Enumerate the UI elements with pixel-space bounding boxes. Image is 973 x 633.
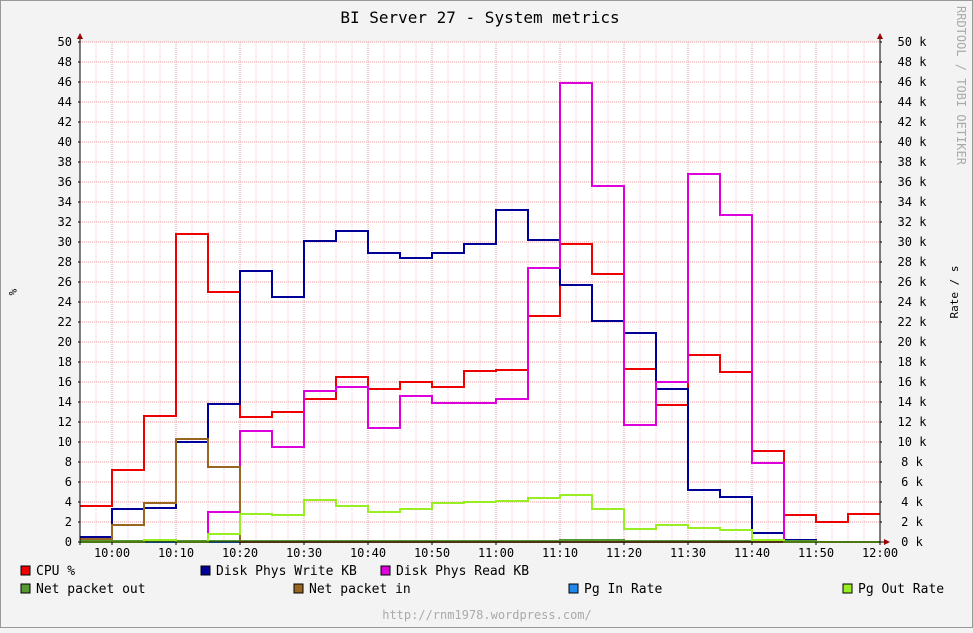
y-tick-label-left: 44 xyxy=(58,95,72,109)
y-tick-label-right: 44 k xyxy=(898,95,928,109)
legend-label-pg-out-rate: Pg Out Rate xyxy=(858,582,944,597)
legend-label-disk-phys-read-kb: Disk Phys Read KB xyxy=(396,564,529,579)
y-tick-label-left: 46 xyxy=(58,75,72,89)
y-tick-label-right: 0 k xyxy=(901,535,923,549)
y-tick-label-right: 38 k xyxy=(898,155,928,169)
y-tick-label-right: 24 k xyxy=(898,295,928,309)
y-tick-label-left: 10 xyxy=(58,435,72,449)
rrdtool-watermark: RRDTOOL / TOBI OETIKER xyxy=(954,6,968,166)
y-tick-label-right: 50 k xyxy=(898,35,928,49)
legend-swatch-pg-out-rate xyxy=(842,583,853,594)
footer-url: http://rnm1978.wordpress.com/ xyxy=(382,608,592,622)
legend-swatch-cpu xyxy=(20,565,31,576)
y-tick-label-right: 10 k xyxy=(898,435,928,449)
x-tick-label: 10:00 xyxy=(94,546,130,560)
y-tick-label-left: 24 xyxy=(58,295,72,309)
y-tick-label-left: 26 xyxy=(58,275,72,289)
x-tick-label: 11:20 xyxy=(606,546,642,560)
y-tick-label-right: 4 k xyxy=(901,495,923,509)
y-tick-label-left: 38 xyxy=(58,155,72,169)
legend-label-pg-in-rate: Pg In Rate xyxy=(584,582,662,597)
y-tick-label-right: 30 k xyxy=(898,235,928,249)
series-line-disk-phys-read-kb xyxy=(80,82,880,543)
x-tick-label: 10:50 xyxy=(414,546,450,560)
legend-label-cpu: CPU % xyxy=(36,564,75,579)
x-tick-label: 11:30 xyxy=(670,546,706,560)
y-axis-right-ticks: 0 k 2 k 4 k 6 k 8 k 10 k 12 k 14 k 16 k 18 k 20 k 2… xyxy=(880,35,927,549)
series-line-disk-phys-write-kb xyxy=(80,209,880,543)
y-axis-left-ticks: 0246810121416182022242628303234363840424… xyxy=(58,35,80,549)
y-axis-left-arrow xyxy=(77,33,83,39)
y-tick-label-left: 2 xyxy=(65,515,72,529)
y-tick-label-right: 8 k xyxy=(901,455,923,469)
series-line-cpu xyxy=(80,233,880,523)
y-tick-label-left: 14 xyxy=(58,395,72,409)
y-tick-label-right: 14 k xyxy=(898,395,928,409)
legend-label-net-packet-out: Net packet out xyxy=(36,582,146,597)
y-tick-label-left: 12 xyxy=(58,415,72,429)
x-tick-label: 11:10 xyxy=(542,546,578,560)
x-axis-ticks: 10:00 10:10 10:20 10:30 10:40 10:50 11:00 11:10… xyxy=(94,542,898,560)
y-tick-label-left: 28 xyxy=(58,255,72,269)
y-tick-label-right: 32 k xyxy=(898,215,928,229)
y-axis-left-label: % xyxy=(6,289,19,296)
chart-title: BI Server 27 - System metrics xyxy=(340,8,619,27)
y-axis-right-label: Rate / s xyxy=(948,266,961,319)
y-tick-label-left: 4 xyxy=(65,495,72,509)
legend-swatch-disk-phys-write-kb xyxy=(200,565,211,576)
legend-swatch-net-packet-in xyxy=(293,583,304,594)
y-tick-label-left: 8 xyxy=(65,455,72,469)
y-tick-label-left: 32 xyxy=(58,215,72,229)
y-tick-label-right: 22 k xyxy=(898,315,928,329)
y-tick-label-right: 28 k xyxy=(898,255,928,269)
y-tick-label-left: 16 xyxy=(58,375,72,389)
y-tick-label-right: 36 k xyxy=(898,175,928,189)
y-tick-label-right: 26 k xyxy=(898,275,928,289)
y-tick-label-right: 40 k xyxy=(898,135,928,149)
y-tick-label-right: 34 k xyxy=(898,195,928,209)
y-tick-label-left: 42 xyxy=(58,115,72,129)
y-tick-label-right: 12 k xyxy=(898,415,928,429)
x-tick-label: 10:40 xyxy=(350,546,386,560)
y-tick-label-right: 46 k xyxy=(898,75,928,89)
x-tick-label: 11:00 xyxy=(478,546,514,560)
y-tick-label-right: 48 k xyxy=(898,55,928,69)
y-axis-right-arrow xyxy=(877,33,883,39)
y-tick-label-left: 20 xyxy=(58,335,72,349)
y-tick-label-right: 20 k xyxy=(898,335,928,349)
y-tick-label-right: 16 k xyxy=(898,375,928,389)
x-tick-label: 10:20 xyxy=(222,546,258,560)
y-tick-label-left: 18 xyxy=(58,355,72,369)
y-tick-label-left: 50 xyxy=(58,35,72,49)
axes xyxy=(77,33,890,545)
y-tick-label-right: 18 k xyxy=(898,355,928,369)
y-tick-label-left: 34 xyxy=(58,195,72,209)
y-tick-label-left: 0 xyxy=(65,535,72,549)
x-tick-label: 10:30 xyxy=(286,546,322,560)
y-tick-label-left: 22 xyxy=(58,315,72,329)
x-tick-label: 11:50 xyxy=(798,546,834,560)
legend-label-disk-phys-write-kb: Disk Phys Write KB xyxy=(216,564,357,579)
y-tick-label-left: 6 xyxy=(65,475,72,489)
legend-swatch-pg-in-rate xyxy=(568,583,579,594)
x-tick-label: 11:40 xyxy=(734,546,770,560)
y-tick-label-right: 2 k xyxy=(901,515,923,529)
legend-label-net-packet-in: Net packet in xyxy=(309,582,411,597)
series-line-pg-out-rate xyxy=(80,494,880,543)
y-tick-label-left: 36 xyxy=(58,175,72,189)
legend-swatch-disk-phys-read-kb xyxy=(380,565,391,576)
x-axis-arrow xyxy=(884,539,890,545)
legend-swatch-net-packet-out xyxy=(20,583,31,594)
x-tick-label: 10:10 xyxy=(158,546,194,560)
x-tick-label: 12:00 xyxy=(862,546,898,560)
y-tick-label-left: 30 xyxy=(58,235,72,249)
y-tick-label-right: 6 k xyxy=(901,475,923,489)
y-tick-label-right: 42 k xyxy=(898,115,928,129)
y-tick-label-left: 48 xyxy=(58,55,72,69)
y-tick-label-left: 40 xyxy=(58,135,72,149)
legend: CPU % Disk Phys Write KB Disk Phys Read KB… xyxy=(20,564,944,597)
